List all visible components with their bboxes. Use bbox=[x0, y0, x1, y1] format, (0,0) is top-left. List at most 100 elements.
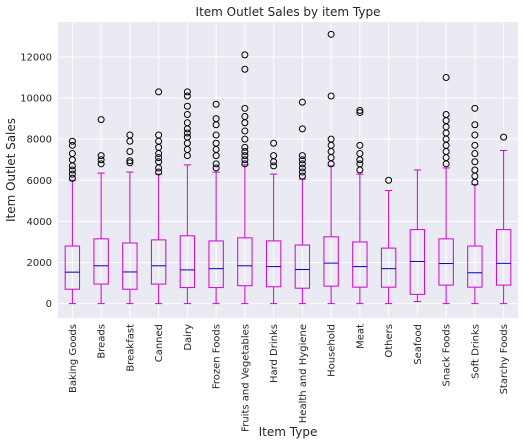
outlier-point bbox=[241, 143, 249, 151]
outlier-point bbox=[68, 170, 76, 178]
outlier-point bbox=[97, 160, 105, 168]
outlier-point bbox=[298, 168, 306, 176]
y-tick-label: 12000 bbox=[20, 52, 52, 63]
x-tick-label: Hard Drinks bbox=[269, 324, 280, 383]
outlier-point bbox=[68, 141, 76, 149]
outlier-point bbox=[270, 162, 278, 170]
box-2 bbox=[93, 116, 109, 305]
box-1 bbox=[64, 137, 81, 305]
outlier-point bbox=[68, 166, 76, 174]
outlier-point bbox=[155, 131, 163, 139]
outlier-point bbox=[298, 125, 306, 133]
box-iqr bbox=[409, 229, 426, 295]
y-axis-ticks: 0 2000 4000 6000 8000 10000 12000 bbox=[20, 52, 52, 310]
outlier-point bbox=[183, 133, 191, 141]
box-iqr bbox=[438, 238, 454, 286]
box-iqr bbox=[265, 240, 282, 288]
outlier-point bbox=[155, 168, 163, 176]
outlier-point bbox=[500, 133, 508, 141]
chart-title: Item Outlet Sales by item Type bbox=[196, 5, 381, 19]
y-tick-label: 0 bbox=[46, 299, 52, 310]
outlier-point bbox=[471, 166, 479, 174]
outlier-point bbox=[241, 156, 249, 164]
outlier-point bbox=[155, 154, 163, 162]
outlier-point bbox=[183, 88, 191, 96]
box-8 bbox=[265, 139, 282, 305]
box-12 bbox=[380, 176, 397, 305]
outlier-point bbox=[183, 102, 191, 110]
outlier-point bbox=[97, 116, 105, 124]
outlier-point bbox=[241, 160, 249, 168]
x-tick-label: Health and Hygiene bbox=[298, 324, 309, 423]
outlier-point bbox=[241, 148, 249, 155]
outlier-point bbox=[68, 174, 76, 182]
x-tick-label: Frozen Foods bbox=[212, 324, 223, 389]
outlier-point bbox=[471, 158, 479, 166]
box-iqr bbox=[380, 247, 397, 288]
outlier-point bbox=[212, 115, 220, 123]
outlier-point bbox=[126, 131, 134, 139]
outlier-point bbox=[298, 172, 306, 180]
outlier-point bbox=[183, 92, 191, 100]
box-iqr bbox=[179, 235, 196, 289]
plot-area bbox=[58, 22, 518, 318]
outlier-point bbox=[356, 106, 364, 114]
outlier-point bbox=[241, 135, 249, 143]
x-tick-label: Others bbox=[384, 324, 395, 358]
outlier-point bbox=[327, 30, 335, 38]
outlier-point bbox=[241, 65, 249, 73]
outlier-point bbox=[97, 156, 105, 164]
box-iqr bbox=[352, 241, 368, 288]
outlier-point bbox=[327, 92, 335, 100]
outlier-point bbox=[126, 148, 134, 155]
x-tick-label: Seafood bbox=[413, 324, 424, 365]
outlier-point bbox=[471, 121, 479, 129]
outlier-point bbox=[126, 157, 134, 165]
x-tick-label: Soft Drinks bbox=[470, 324, 481, 379]
box-3 bbox=[122, 131, 138, 305]
outlier-point bbox=[212, 164, 220, 172]
outlier-point bbox=[327, 135, 335, 143]
outlier-point bbox=[241, 127, 249, 135]
outlier-point bbox=[356, 160, 364, 168]
outlier-point bbox=[298, 160, 306, 168]
box-iqr bbox=[122, 242, 138, 290]
x-tick-label: Starchy Foods bbox=[499, 324, 510, 394]
outlier-point bbox=[212, 100, 220, 108]
y-tick-label: 10000 bbox=[20, 94, 52, 105]
outlier-point bbox=[97, 152, 105, 160]
y-tick-label: 2000 bbox=[27, 258, 52, 269]
outlier-point bbox=[298, 156, 306, 164]
outlier-point bbox=[442, 74, 450, 81]
outlier-point bbox=[471, 131, 479, 139]
outlier-point bbox=[212, 131, 220, 139]
outlier-point bbox=[241, 152, 249, 160]
box-iqr bbox=[150, 239, 167, 285]
box-9 bbox=[294, 98, 311, 305]
box-series bbox=[64, 30, 512, 305]
box-iqr bbox=[323, 236, 339, 287]
y-tick-label: 8000 bbox=[27, 135, 52, 146]
outlier-point bbox=[212, 139, 220, 147]
outlier-point bbox=[241, 113, 249, 121]
outlier-point bbox=[241, 51, 249, 59]
x-tick-label: Snack Foods bbox=[442, 324, 453, 386]
box-iqr bbox=[237, 237, 253, 287]
x-axis-ticks: Baking Goods Breads Breakfast Canned Dairy Fr… bbox=[68, 324, 510, 432]
outlier-point bbox=[183, 119, 191, 127]
box-iqr bbox=[208, 240, 224, 289]
outlier-point bbox=[298, 152, 306, 160]
box-11 bbox=[352, 106, 368, 305]
x-tick-label: Breads bbox=[97, 324, 108, 359]
x-tick-label: Meat bbox=[355, 324, 366, 349]
outlier-point bbox=[471, 104, 479, 112]
outlier-point bbox=[155, 88, 163, 96]
outlier-point bbox=[471, 150, 479, 158]
outlier-point bbox=[442, 111, 450, 118]
outlier-point bbox=[241, 104, 249, 112]
outlier-point bbox=[183, 129, 191, 137]
outlier-point bbox=[126, 159, 134, 167]
box-iqr bbox=[495, 229, 512, 286]
x-tick-label: Dairy bbox=[183, 324, 194, 351]
